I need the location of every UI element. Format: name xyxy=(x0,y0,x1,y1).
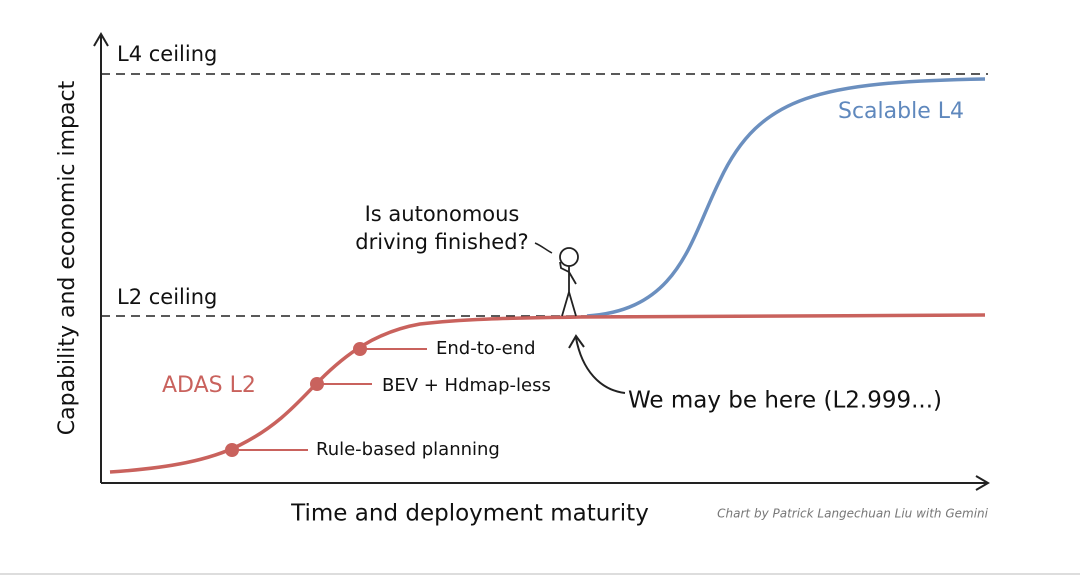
milestone-dot xyxy=(225,443,239,457)
milestone-label: Rule-based planning xyxy=(316,439,500,460)
milestone-label: BEV + Hdmap-less xyxy=(382,375,551,396)
x-arrow xyxy=(975,475,990,491)
annotation-arrow xyxy=(575,337,626,394)
y-arrow xyxy=(93,32,109,47)
milestone-dot xyxy=(310,377,324,391)
y-axis-label: Capability and economic impact xyxy=(55,80,80,435)
stick-figure xyxy=(559,247,579,317)
speech-tick xyxy=(534,242,553,254)
x-axis-label: Time and deployment maturity xyxy=(290,501,649,527)
annotation-arrowhead xyxy=(568,334,585,349)
milestone-label: End-to-end xyxy=(436,338,536,359)
milestone-dot xyxy=(353,342,367,356)
annotation: We may be here (L2.999...) xyxy=(628,388,942,414)
question-line: Is autonomous xyxy=(365,202,520,226)
l2-ceiling-label: L2 ceiling xyxy=(117,285,217,309)
l2-curve-label: ADAS L2 xyxy=(162,373,256,398)
l4-curve-label: Scalable L4 xyxy=(838,99,964,124)
l4-ceiling-label: L4 ceiling xyxy=(117,42,217,66)
credit: Chart by Patrick Langechuan Liu with Gem… xyxy=(717,507,988,521)
l4-curve xyxy=(586,77,986,318)
l2-curve xyxy=(109,313,986,474)
question-line: driving finished? xyxy=(355,230,528,254)
